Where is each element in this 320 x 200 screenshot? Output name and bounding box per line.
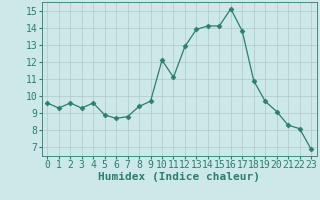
X-axis label: Humidex (Indice chaleur): Humidex (Indice chaleur) (98, 172, 260, 182)
